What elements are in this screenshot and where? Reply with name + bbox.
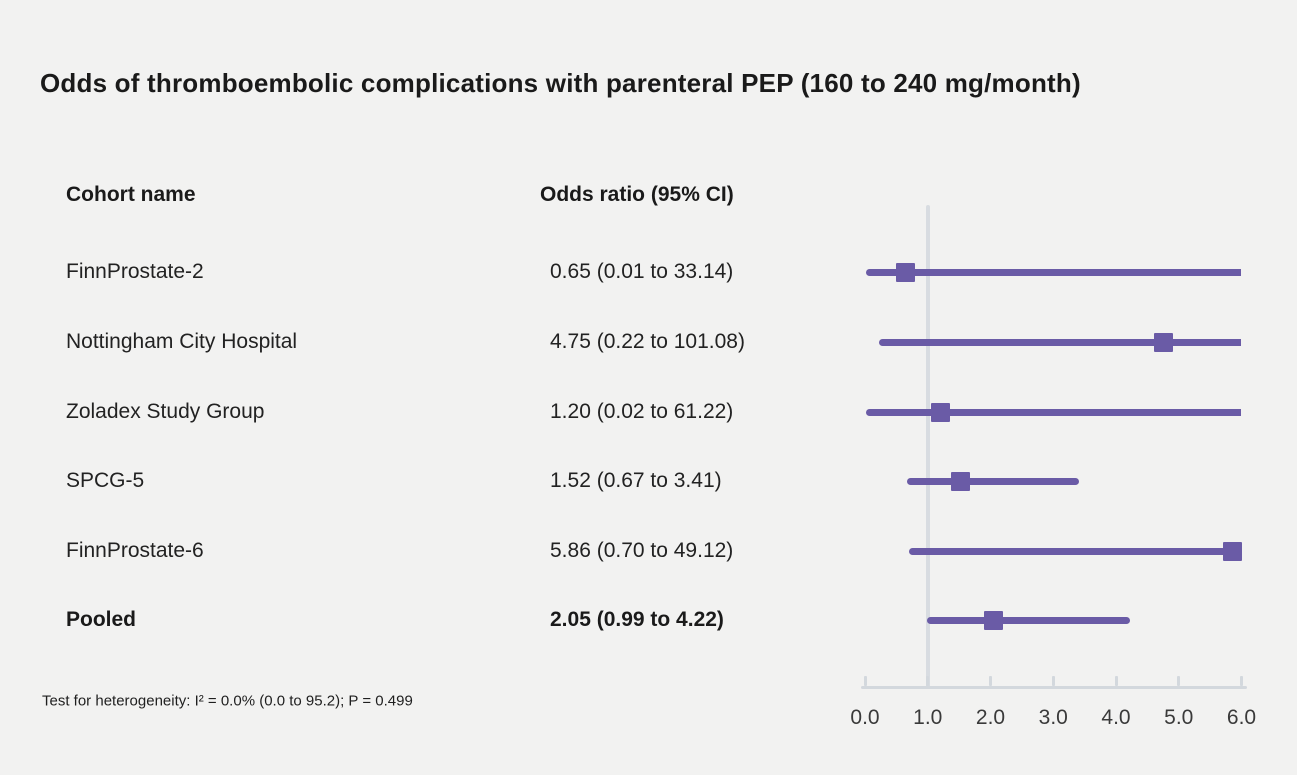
figure-title: Odds of thromboembolic complications wit… xyxy=(40,68,1081,98)
cohort-label: FinnProstate-6 xyxy=(66,539,204,562)
odds-ratio-value: 4.75 (0.22 to 101.08) xyxy=(550,330,745,353)
cohort-label: SPCG-5 xyxy=(66,469,145,492)
x-axis-tick-label: 0.0 xyxy=(850,706,880,729)
cohort-label: Pooled xyxy=(66,608,137,631)
x-axis-tick-label: 2.0 xyxy=(975,706,1006,729)
odds-ratio-marker xyxy=(1153,332,1173,352)
odds-ratio-marker xyxy=(1223,541,1243,561)
odds-ratio-value: 5.86 (0.70 to 49.12) xyxy=(550,539,734,562)
odds-ratio-value: 1.20 (0.02 to 61.22) xyxy=(550,400,734,423)
odds-ratio-value: 0.65 (0.01 to 33.14) xyxy=(550,260,734,283)
confidence-interval-line xyxy=(866,408,1242,416)
x-axis-tick xyxy=(989,676,992,686)
odds-ratio-marker xyxy=(896,262,916,282)
odds-ratio-marker xyxy=(950,471,970,491)
confidence-interval-line xyxy=(865,268,1242,276)
x-axis-tick xyxy=(1240,676,1243,686)
reference-line xyxy=(925,205,930,689)
x-axis-tick-label: 1.0 xyxy=(913,706,943,729)
heterogeneity-footnote: Test for heterogeneity: I² = 0.0% (0.0 t… xyxy=(42,692,413,710)
odds-ratio-value: 1.52 (0.67 to 3.41) xyxy=(550,469,722,492)
x-axis-tick-label: 6.0 xyxy=(1226,706,1257,729)
x-axis-tick xyxy=(863,676,867,686)
odds-ratio-marker xyxy=(930,402,950,422)
x-axis-tick xyxy=(1177,676,1181,686)
cohort-label: FinnProstate-2 xyxy=(66,260,204,283)
confidence-interval-line xyxy=(927,616,1130,624)
odds-ratio-value: 2.05 (0.99 to 4.22) xyxy=(550,608,724,631)
column-header-cohort: Cohort name xyxy=(66,183,196,206)
x-axis-tick-label: 3.0 xyxy=(1038,706,1068,729)
x-axis-tick-label: 4.0 xyxy=(1101,706,1131,729)
x-axis-tick-label: 5.0 xyxy=(1164,706,1194,729)
x-axis-tick xyxy=(926,676,930,686)
confidence-interval-line xyxy=(907,477,1079,485)
x-axis-line xyxy=(861,686,1247,689)
confidence-interval-line xyxy=(908,547,1242,555)
x-axis-tick xyxy=(1051,676,1055,686)
odds-ratio-marker xyxy=(984,610,1004,630)
cohort-label: Nottingham City Hospital xyxy=(66,330,298,353)
x-axis-tick xyxy=(1114,676,1118,686)
confidence-interval-line xyxy=(878,338,1242,346)
cohort-label: Zoladex Study Group xyxy=(66,400,265,423)
column-header-odds-ratio: Odds ratio (95% CI) xyxy=(540,183,734,206)
